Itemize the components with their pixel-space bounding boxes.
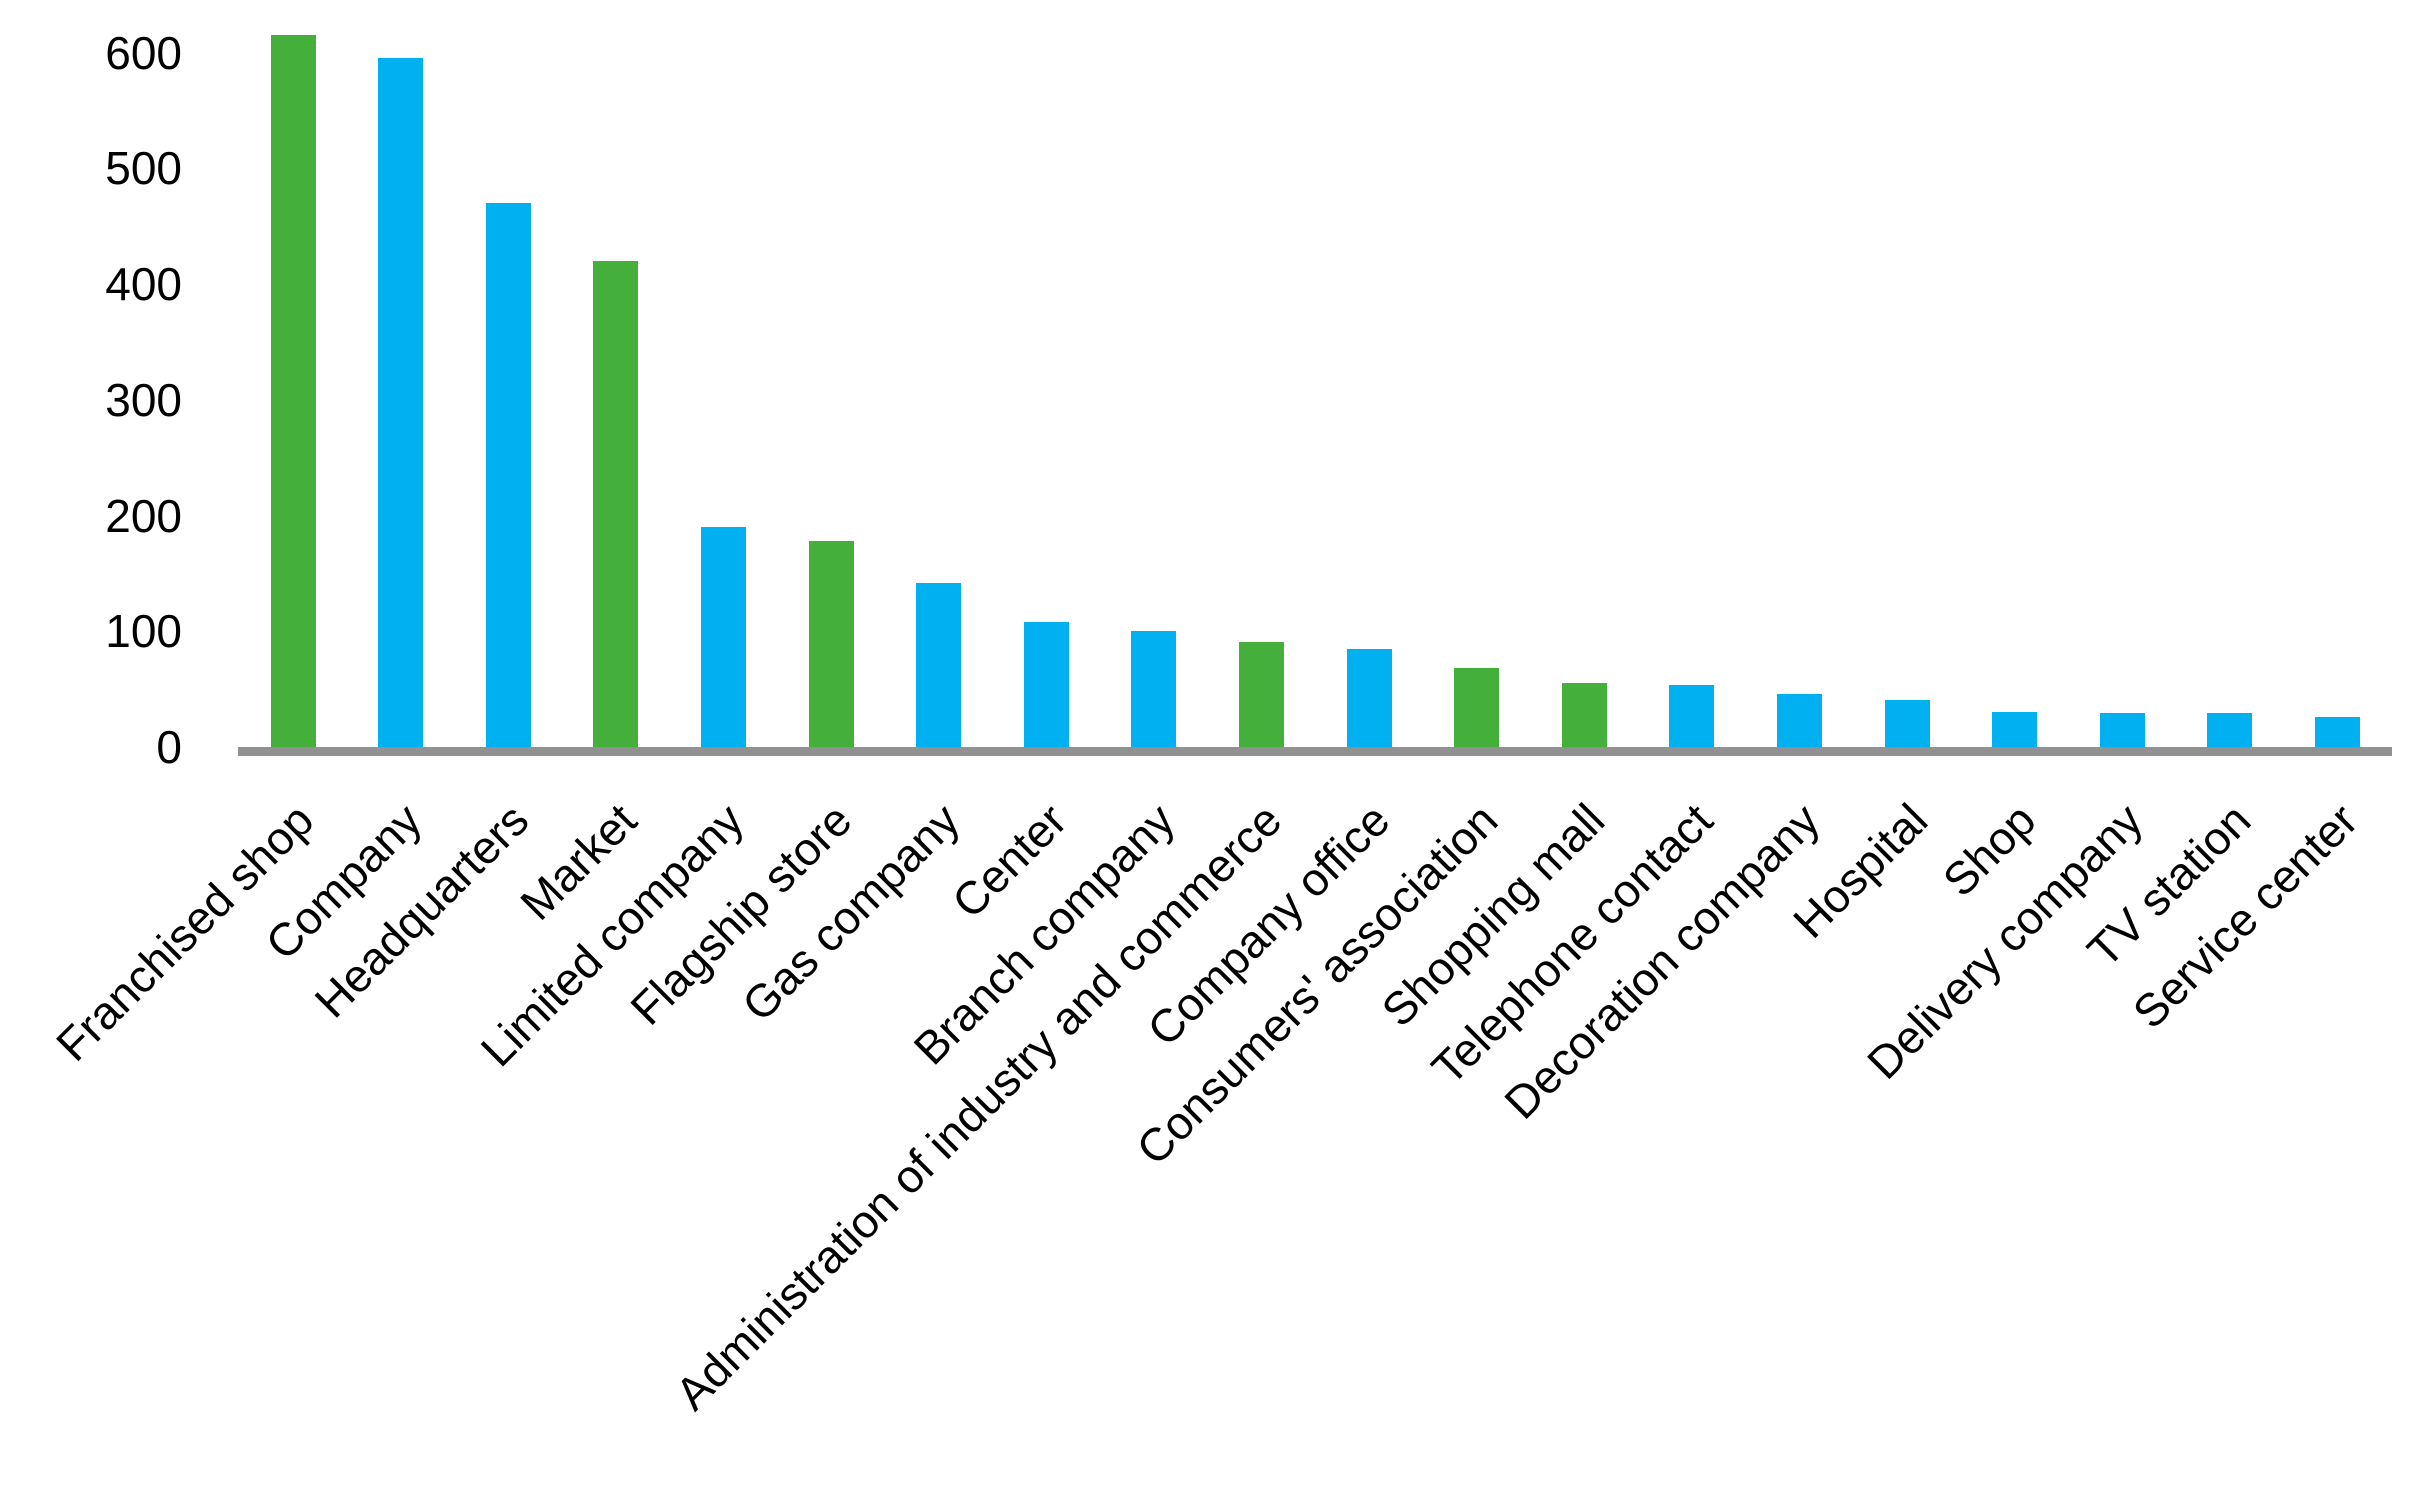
y-tick-label: 600 xyxy=(105,26,182,79)
bar xyxy=(1131,631,1177,747)
bar xyxy=(1023,622,1069,747)
bar xyxy=(1669,684,1715,747)
bar xyxy=(270,35,316,747)
bar xyxy=(1992,712,2038,747)
y-tick-label: 0 xyxy=(156,721,182,773)
bar xyxy=(1561,683,1607,747)
bar xyxy=(808,541,854,747)
bar xyxy=(916,582,962,747)
y-tick-label: 400 xyxy=(105,258,182,311)
y-tick-label: 100 xyxy=(105,605,182,658)
bar xyxy=(2207,713,2253,747)
bar xyxy=(700,527,746,747)
y-tick-label: 300 xyxy=(105,373,182,426)
y-tick-label: 200 xyxy=(105,489,182,542)
bar xyxy=(1454,668,1500,747)
bar xyxy=(1238,641,1284,747)
bar xyxy=(485,203,531,747)
y-tick-label: 500 xyxy=(105,142,182,195)
x-axis-line xyxy=(238,747,2392,756)
bar xyxy=(1776,693,1822,747)
bar xyxy=(2314,716,2360,747)
bar xyxy=(2099,713,2145,747)
bar xyxy=(593,260,639,747)
bar xyxy=(378,58,424,747)
bar xyxy=(1346,648,1392,747)
bar xyxy=(1884,699,1930,747)
